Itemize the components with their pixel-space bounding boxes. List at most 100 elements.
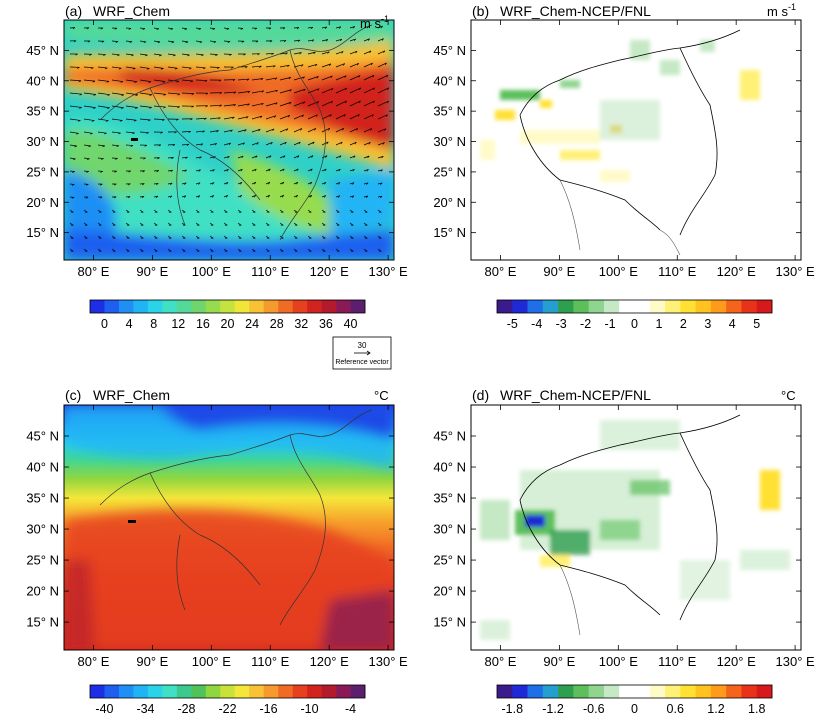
panel-b-x-ticks: 80° E 90° E 100° E 110° E 120° E 130° E	[484, 20, 815, 279]
colorbar-swatch	[619, 685, 635, 698]
panel-b-field	[471, 20, 801, 260]
colorbar-swatch	[710, 300, 727, 313]
colorbar-tick-label: 40	[344, 317, 358, 331]
colorbar-tick-label: 1.8	[748, 702, 765, 716]
panel-a: (a) WRF_Chem m s-1 80° E 90° E 100° E 110° …	[26, 3, 408, 370]
colorbar-swatch	[741, 300, 758, 313]
colorbar-tick-label: 0	[101, 317, 108, 331]
panel-c-x-ticks: 80° E 90° E 100° E 110° E 120° E 130° E	[77, 405, 408, 669]
colorbar-frame	[89, 299, 366, 314]
colorbar-tick-label: 24	[245, 317, 259, 331]
panel-a-x-ticks: 80° E 90° E 100° E 110° E 120° E 130° E	[77, 20, 408, 279]
colorbar-tick-label: 4	[729, 317, 736, 331]
colorbar-swatch	[573, 300, 589, 313]
y-tick-label: 25° N	[26, 553, 59, 568]
panel-d-y-ticks: 15° N 20° N 25° N 30° N 35° N 40° N 45° N	[433, 429, 801, 630]
colorbar-swatch	[756, 685, 773, 698]
panel-c-frame	[63, 404, 395, 651]
colorbar-tick-label: 12	[171, 317, 185, 331]
panel-d-frame	[470, 404, 802, 651]
panel-a-frame	[63, 19, 395, 261]
colorbar-swatch	[680, 300, 696, 313]
reference-vector-label: Reference vector	[335, 359, 389, 366]
colorbar-swatch	[542, 300, 559, 313]
x-tick-label: 100° E	[192, 654, 232, 669]
colorbar-frame	[496, 299, 773, 314]
x-tick-label: 80° E	[77, 264, 109, 279]
panel-d-title: WRF_Chem-NCEP/FNL	[500, 387, 651, 403]
colorbar-tick-label: 32	[294, 317, 308, 331]
y-tick-label: 20° N	[26, 584, 59, 599]
colorbar-tick-label: 1	[655, 317, 662, 331]
x-tick-label: 90° E	[543, 654, 575, 669]
colorbar-tick-label: -34	[136, 702, 154, 716]
x-tick-label: 100° E	[599, 264, 639, 279]
colorbar-swatch	[756, 300, 773, 313]
colorbar-swatch	[350, 685, 366, 698]
colorbar-swatch	[133, 300, 149, 313]
colorbar-tick-label: 0	[631, 702, 638, 716]
colorbar-tick-label: -1.2	[542, 702, 564, 716]
panel-d-unit: °C	[781, 388, 796, 403]
y-tick-label: 30° N	[433, 134, 466, 149]
colorbar-swatch	[619, 300, 635, 313]
x-tick-label: 90° E	[136, 654, 168, 669]
colorbar-swatch	[710, 685, 727, 698]
colorbar-swatch	[726, 685, 742, 698]
x-tick-label: 80° E	[484, 654, 516, 669]
colorbar-tick-label: -3	[556, 317, 567, 331]
colorbar-swatch	[649, 685, 666, 698]
panel-c-unit: °C	[374, 388, 389, 403]
colorbar-swatch	[321, 300, 337, 313]
panel-a-title: WRF_Chem	[93, 3, 170, 19]
x-tick-label: 80° E	[77, 654, 109, 669]
y-tick-label: 25° N	[433, 553, 466, 568]
y-tick-label: 20° N	[26, 195, 59, 210]
colorbar-swatch	[292, 685, 308, 698]
colorbar-swatch	[542, 685, 559, 698]
y-tick-label: 30° N	[26, 522, 59, 537]
colorbar-swatch	[527, 300, 544, 313]
colorbar-swatch	[176, 685, 192, 698]
colorbar-swatch	[588, 300, 605, 313]
panel-a-unit: m s-1	[360, 14, 389, 31]
colorbar-swatch	[634, 685, 651, 698]
y-tick-label: 15° N	[433, 615, 466, 630]
colorbar-swatch	[665, 300, 681, 313]
x-tick-label: 120° E	[717, 654, 757, 669]
colorbar-swatch	[558, 300, 574, 313]
panel-b: (b) WRF_Chem-NCEP/FNL m s-1 80° E 90° E 10…	[433, 2, 815, 331]
y-tick-label: 35° N	[433, 491, 466, 506]
x-tick-label: 130° E	[369, 264, 409, 279]
colorbar-tick-label: -16	[259, 702, 277, 716]
colorbar-swatch	[104, 300, 120, 313]
panel-a-y-ticks: 15° N 20° N 25° N 30° N 35° N 40° N 45° N	[26, 43, 394, 240]
colorbar-tick-label: 4	[126, 317, 133, 331]
colorbar-swatch	[307, 300, 322, 313]
colorbar-swatch	[249, 300, 264, 313]
colorbar-tick-label: 0.6	[667, 702, 684, 716]
x-tick-label: 110° E	[658, 654, 697, 669]
colorbar-swatch	[603, 300, 620, 313]
colorbar-swatch	[634, 300, 651, 313]
x-tick-label: 100° E	[599, 654, 639, 669]
panel-d-field	[471, 405, 801, 650]
panel-c-y-ticks: 15° N 20° N 25° N 30° N 35° N 40° N 45° N	[26, 429, 394, 630]
colorbar-swatch	[726, 300, 742, 313]
y-tick-label: 30° N	[26, 134, 59, 149]
colorbar-swatch	[220, 300, 236, 313]
colorbar-swatch	[558, 685, 574, 698]
colorbar-tick-label: -1.8	[502, 702, 524, 716]
panel-b-y-ticks: 15° N 20° N 25° N 30° N 35° N 40° N 45° N	[433, 43, 801, 240]
panel-d-label: (d)	[472, 387, 489, 403]
y-tick-label: 15° N	[433, 225, 466, 240]
colorbar-swatch	[191, 300, 207, 313]
colorbar-swatch	[278, 300, 293, 313]
colorbar-swatch	[527, 685, 544, 698]
panel-a-label: (a)	[65, 3, 82, 19]
colorbar-swatch	[191, 685, 207, 698]
colorbar-swatch	[118, 300, 134, 313]
colorbar-swatch	[603, 685, 620, 698]
colorbar-swatch	[665, 685, 681, 698]
colorbar-swatch	[118, 685, 134, 698]
